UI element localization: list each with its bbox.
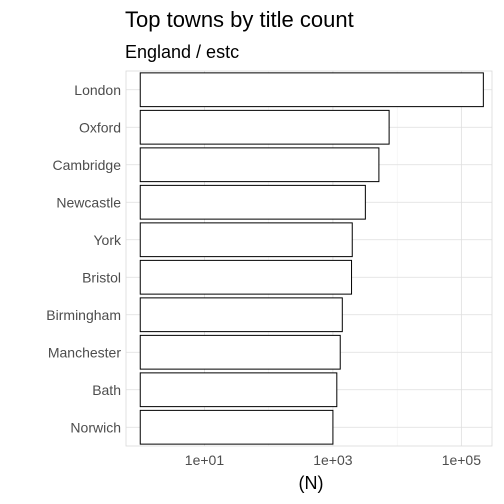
bar-york (139, 222, 353, 258)
y-tick-label: London (74, 82, 121, 98)
y-tick-label: Norwich (70, 419, 121, 435)
x-axis-labels: 1e+01 1e+03 1e+05 (185, 452, 481, 468)
bar-bath (139, 372, 338, 408)
bar-cambridge (139, 147, 380, 183)
bar-norwich (139, 409, 334, 445)
bar-manchester (139, 334, 341, 370)
y-axis-labels: London Oxford Cambridge Newcastle York Bristo… (46, 82, 122, 436)
y-tick-label: Birmingham (46, 307, 121, 323)
bar-london (139, 72, 484, 108)
x-tick-label: 1e+03 (313, 452, 353, 468)
bar-bristol (139, 259, 353, 295)
x-axis-title: (N) (299, 473, 324, 493)
chart-title: Top towns by title count (125, 7, 354, 32)
bar-birmingham (139, 297, 343, 333)
y-tick-label: Oxford (79, 119, 121, 135)
x-tick-label: 1e+05 (442, 452, 482, 468)
y-tick-label: Cambridge (53, 157, 122, 173)
chart-subtitle: England / estc (125, 42, 239, 62)
y-tick-label: Newcastle (56, 194, 121, 210)
bars (139, 72, 484, 445)
bar-newcastle (139, 184, 366, 220)
y-tick-label: Manchester (48, 344, 121, 360)
bar-oxford (139, 109, 390, 145)
y-tick-label: Bath (92, 382, 121, 398)
plot-panel (125, 70, 493, 447)
y-tick-label: York (93, 232, 122, 248)
y-tick-label: Bristol (82, 269, 121, 285)
x-tick-label: 1e+01 (185, 452, 225, 468)
